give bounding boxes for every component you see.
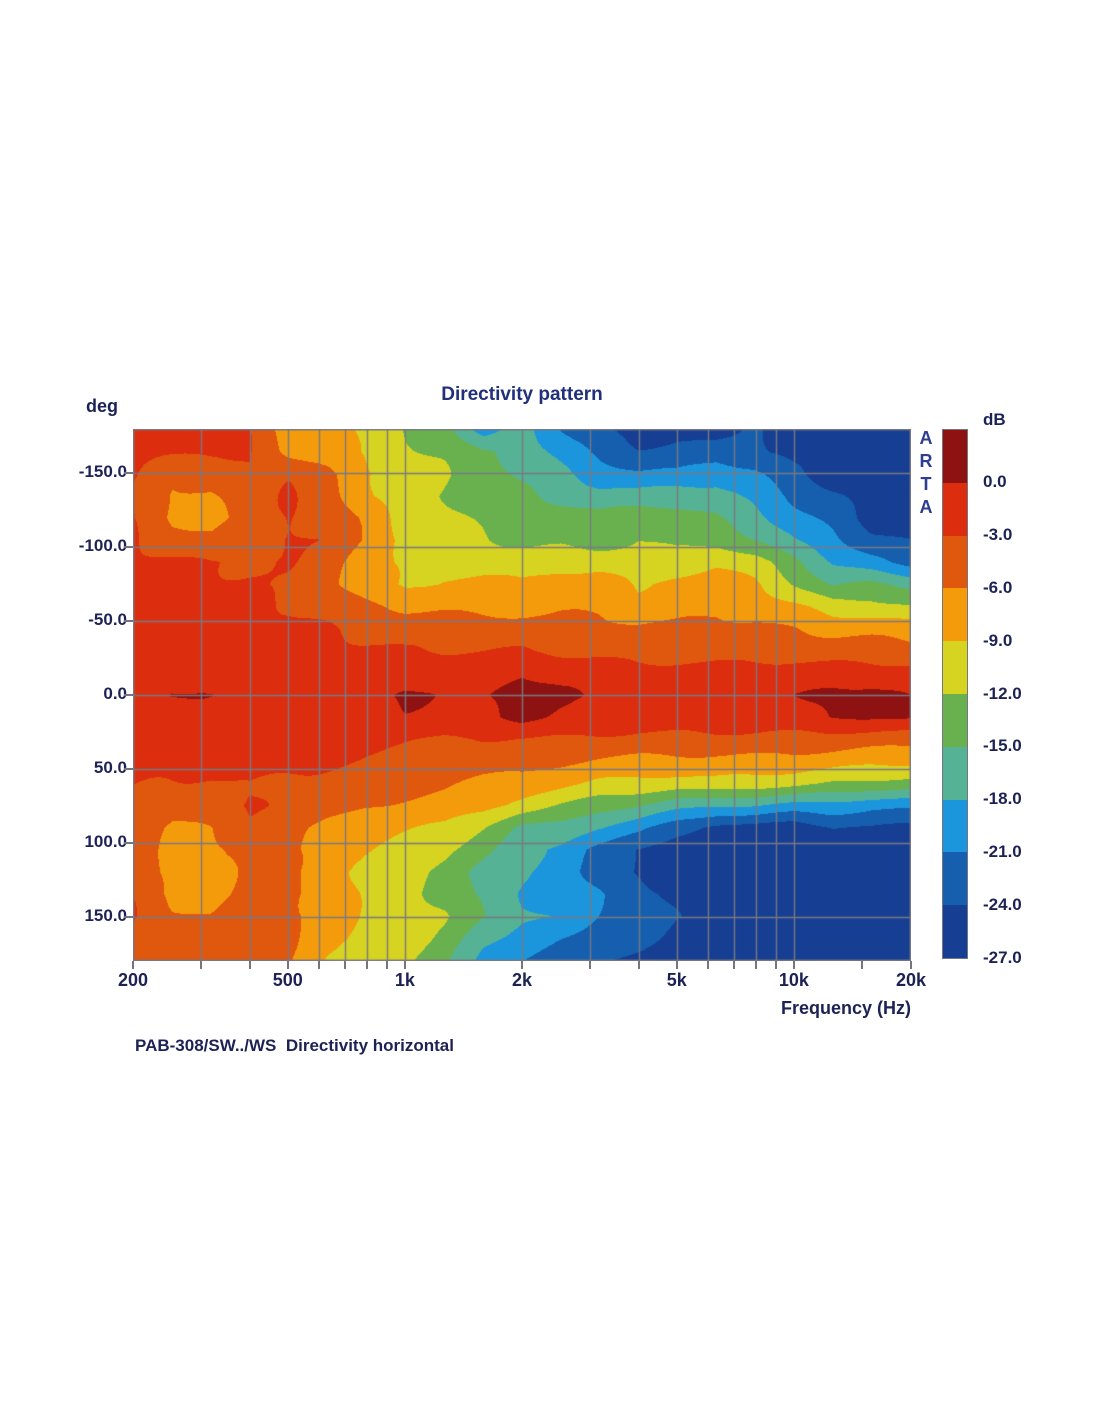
x-tick-mark <box>792 961 795 969</box>
colorbar-tick-label: -6.0 <box>983 577 1013 597</box>
colorbar-tick-label: 0.0 <box>983 471 1007 491</box>
x-tick-mark <box>286 961 289 969</box>
x-tick-mark <box>317 961 320 969</box>
x-tick-mark <box>755 961 758 969</box>
x-tick-mark <box>732 961 735 969</box>
colorbar-tick-label: -3.0 <box>983 524 1013 544</box>
x-tick-label: 2k <box>511 970 533 990</box>
y-tick-mark <box>124 915 133 918</box>
x-tick-label: 5k <box>666 970 687 990</box>
y-tick-label: -150.0 <box>78 462 127 482</box>
y-tick-mark <box>124 767 133 770</box>
watermark-letter: A <box>919 497 933 517</box>
x-tick-mark <box>386 961 389 969</box>
y-tick-label: -100.0 <box>78 536 127 556</box>
y-tick-mark <box>124 546 133 549</box>
y-tick-label: 150.0 <box>84 905 127 925</box>
colorbar-segment <box>943 905 967 958</box>
colorbar-segment <box>943 482 967 536</box>
chart-caption: PAB-308/SW../WS Directivity horizontal <box>135 1036 454 1055</box>
colorbar-segment <box>943 693 967 747</box>
colorbar-segment <box>943 799 967 853</box>
watermark-letter: R <box>919 451 933 471</box>
colorbar-segment <box>943 430 967 483</box>
colorbar-segment <box>943 535 967 589</box>
x-tick-mark <box>861 961 864 969</box>
x-tick-mark <box>366 961 369 969</box>
x-tick-mark <box>132 961 134 969</box>
x-tick-label: 500 <box>272 970 303 990</box>
y-tick-mark <box>124 620 133 623</box>
colorbar <box>942 429 968 959</box>
x-tick-mark <box>910 961 912 969</box>
x-tick-mark <box>200 961 203 969</box>
x-tick-label: 20k <box>895 970 927 990</box>
colorbar-segment <box>943 746 967 800</box>
y-tick-label: 0.0 <box>103 684 127 703</box>
x-tick-label: 1k <box>394 970 415 990</box>
x-tick-mark <box>775 961 778 969</box>
y-tick-mark <box>124 694 133 696</box>
directivity-heatmap <box>133 429 911 961</box>
colorbar-segment <box>943 641 967 694</box>
y-tick-label: -50.0 <box>88 610 127 630</box>
colorbar-tick-label: -24.0 <box>983 895 1022 915</box>
y-tick-mark <box>124 472 133 475</box>
chart-title: Directivity pattern <box>441 384 603 405</box>
x-tick-label: 200 <box>117 970 149 990</box>
colorbar-tick-label: -18.0 <box>983 789 1022 809</box>
colorbar-tick-label: -21.0 <box>983 842 1022 862</box>
x-axis-title: Frequency (Hz) <box>780 998 911 1018</box>
watermark-letter: A <box>919 428 933 448</box>
y-axis-unit-label: deg <box>86 396 119 416</box>
colorbar-tick-label: -12.0 <box>983 683 1022 703</box>
x-tick-mark <box>249 961 252 969</box>
colorbar-tick-label: -9.0 <box>983 630 1013 650</box>
x-tick-mark <box>403 961 406 969</box>
x-tick-mark <box>343 961 346 969</box>
x-tick-mark <box>675 961 678 969</box>
watermark-letter: T <box>920 474 932 494</box>
x-tick-mark <box>706 961 709 969</box>
colorbar-segment <box>943 852 967 906</box>
x-tick-label: 10k <box>778 970 809 990</box>
colorbar-segment <box>943 588 967 642</box>
x-tick-mark <box>521 961 523 969</box>
x-tick-mark <box>589 961 592 969</box>
y-tick-mark <box>124 841 133 844</box>
y-tick-label: 100.0 <box>84 831 127 851</box>
x-tick-mark <box>638 961 641 969</box>
colorbar-tick-label: -27.0 <box>983 948 1022 967</box>
colorbar-unit-label: dB <box>983 410 1006 429</box>
y-tick-label: 50.0 <box>93 757 127 777</box>
colorbar-tick-label: -15.0 <box>983 736 1022 756</box>
